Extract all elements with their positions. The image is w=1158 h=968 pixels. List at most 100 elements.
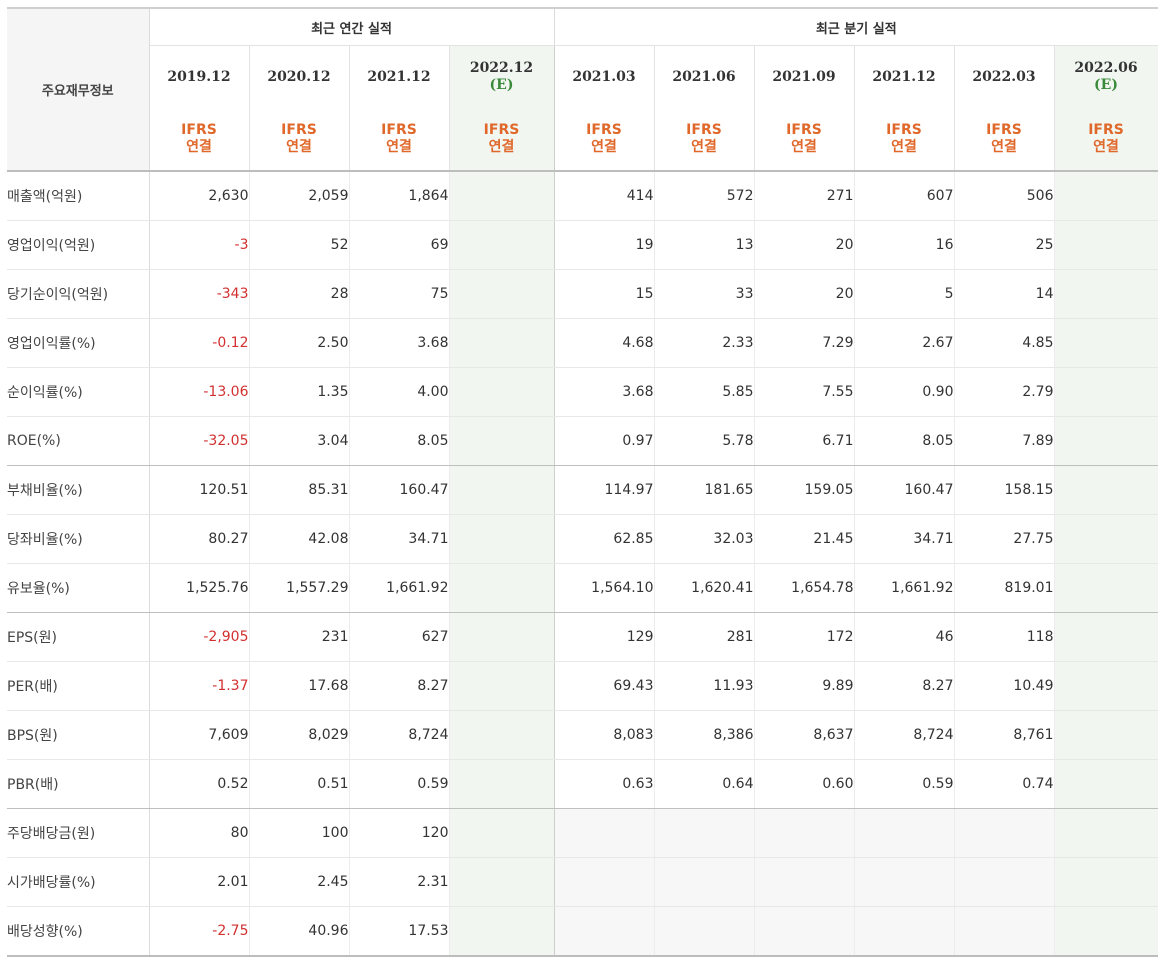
row-label: BPS(원) (7, 710, 150, 760)
value-cell: 2.45 (249, 857, 350, 907)
empty-cell (954, 808, 1055, 858)
basis-scope: 연결 (791, 139, 817, 155)
row-label: 배당성향(%) (7, 906, 150, 957)
basis-standard: IFRS (586, 122, 622, 138)
value-cell: 8,637 (754, 710, 855, 760)
basis-header: IFRS 연결 (349, 108, 450, 172)
row-label: 당기순이익(억원) (7, 269, 150, 319)
period-header: 2021.06 (654, 45, 755, 108)
estimate-cell (1054, 710, 1158, 760)
value-cell: 607 (854, 171, 955, 221)
table-row: 영업이익(억원) -3 52 69 19 13 20 16 25 (7, 220, 1158, 270)
value-cell: -2,905 (149, 612, 250, 662)
value-cell: 627 (349, 612, 450, 662)
basis-standard: IFRS (281, 122, 317, 138)
value-cell: 100 (249, 808, 350, 858)
value-cell: 7,609 (149, 710, 250, 760)
value-cell: 2.31 (349, 857, 450, 907)
row-label: 유보율(%) (7, 563, 150, 613)
value-cell: 0.60 (754, 759, 855, 809)
estimate-cell (1054, 857, 1158, 907)
value-cell: 181.65 (654, 465, 755, 515)
basis-header: IFRS 연결 (449, 108, 555, 172)
table-row: BPS(원) 7,609 8,029 8,724 8,083 8,386 8,637 8,72… (7, 710, 1158, 760)
value-cell: 6.71 (754, 416, 855, 466)
value-cell: 8.05 (854, 416, 955, 466)
empty-cell (854, 857, 955, 907)
estimate-mark: (E) (489, 77, 514, 93)
empty-cell (554, 906, 655, 957)
estimate-cell (1054, 514, 1158, 564)
value-cell: 1,661.92 (349, 563, 450, 613)
table-row: EPS(원) -2,905 231 627 129 281 172 46 118 (7, 612, 1158, 662)
estimate-cell (1054, 808, 1158, 858)
value-cell: 4.85 (954, 318, 1055, 368)
basis-scope: 연결 (186, 139, 212, 155)
value-cell: 1.35 (249, 367, 350, 417)
estimate-cell (1054, 759, 1158, 809)
value-cell: -32.05 (149, 416, 250, 466)
estimate-cell (449, 759, 555, 809)
table-row: 순이익률(%) -13.06 1.35 4.00 3.68 5.85 7.55 0.90 2.7… (7, 367, 1158, 417)
value-cell: 120.51 (149, 465, 250, 515)
value-cell: 172 (754, 612, 855, 662)
value-cell: 17.68 (249, 661, 350, 711)
estimate-cell (449, 416, 555, 466)
value-cell: 40.96 (249, 906, 350, 957)
value-cell: -0.12 (149, 318, 250, 368)
value-cell: 118 (954, 612, 1055, 662)
period-label: 2022.06 (1074, 60, 1138, 76)
estimate-cell (449, 318, 555, 368)
empty-cell (854, 906, 955, 957)
empty-cell (754, 808, 855, 858)
period-label: 2021.12 (872, 68, 936, 85)
period-label: 2022.03 (972, 68, 1036, 85)
basis-scope: 연결 (891, 139, 917, 155)
basis-header: IFRS 연결 (854, 108, 955, 172)
basis-standard: IFRS (786, 122, 822, 138)
basis-scope: 연결 (691, 139, 717, 155)
estimate-cell (449, 220, 555, 270)
period-label: 2021.03 (572, 68, 636, 85)
value-cell: 2,630 (149, 171, 250, 221)
estimate-cell (449, 269, 555, 319)
value-cell: 271 (754, 171, 855, 221)
value-cell: 16 (854, 220, 955, 270)
empty-cell (854, 808, 955, 858)
value-cell: 5.78 (654, 416, 755, 466)
empty-cell (654, 808, 755, 858)
value-cell: 1,557.29 (249, 563, 350, 613)
value-cell: 2.50 (249, 318, 350, 368)
empty-cell (654, 857, 755, 907)
value-cell: 1,564.10 (554, 563, 655, 613)
value-cell: 1,864 (349, 171, 450, 221)
estimate-cell (449, 563, 555, 613)
value-cell: 1,620.41 (654, 563, 755, 613)
value-cell: 281 (654, 612, 755, 662)
basis-scope: 연결 (1093, 139, 1119, 155)
estimate-cell (1054, 318, 1158, 368)
value-cell: 231 (249, 612, 350, 662)
period-label: 2022.12 (469, 60, 534, 76)
estimate-cell (1054, 220, 1158, 270)
table-row: 시가배당률(%) 2.01 2.45 2.31 (7, 857, 1158, 907)
estimate-cell (1054, 367, 1158, 417)
value-cell: 34.71 (854, 514, 955, 564)
value-cell: 3.68 (554, 367, 655, 417)
value-cell: 27.75 (954, 514, 1055, 564)
row-label: 당좌비율(%) (7, 514, 150, 564)
basis-scope: 연결 (488, 139, 515, 155)
value-cell: 14 (954, 269, 1055, 319)
period-header: 2022.12 (E) (449, 45, 555, 108)
estimate-cell (449, 710, 555, 760)
estimate-cell (1054, 906, 1158, 957)
basis-header: IFRS 연결 (754, 108, 855, 172)
period-label: 2019.12 (167, 68, 231, 85)
value-cell: 5 (854, 269, 955, 319)
value-cell: 2,059 (249, 171, 350, 221)
empty-cell (754, 906, 855, 957)
value-cell: 129 (554, 612, 655, 662)
value-cell: 0.52 (149, 759, 250, 809)
estimate-cell (1054, 269, 1158, 319)
basis-scope: 연결 (286, 139, 312, 155)
